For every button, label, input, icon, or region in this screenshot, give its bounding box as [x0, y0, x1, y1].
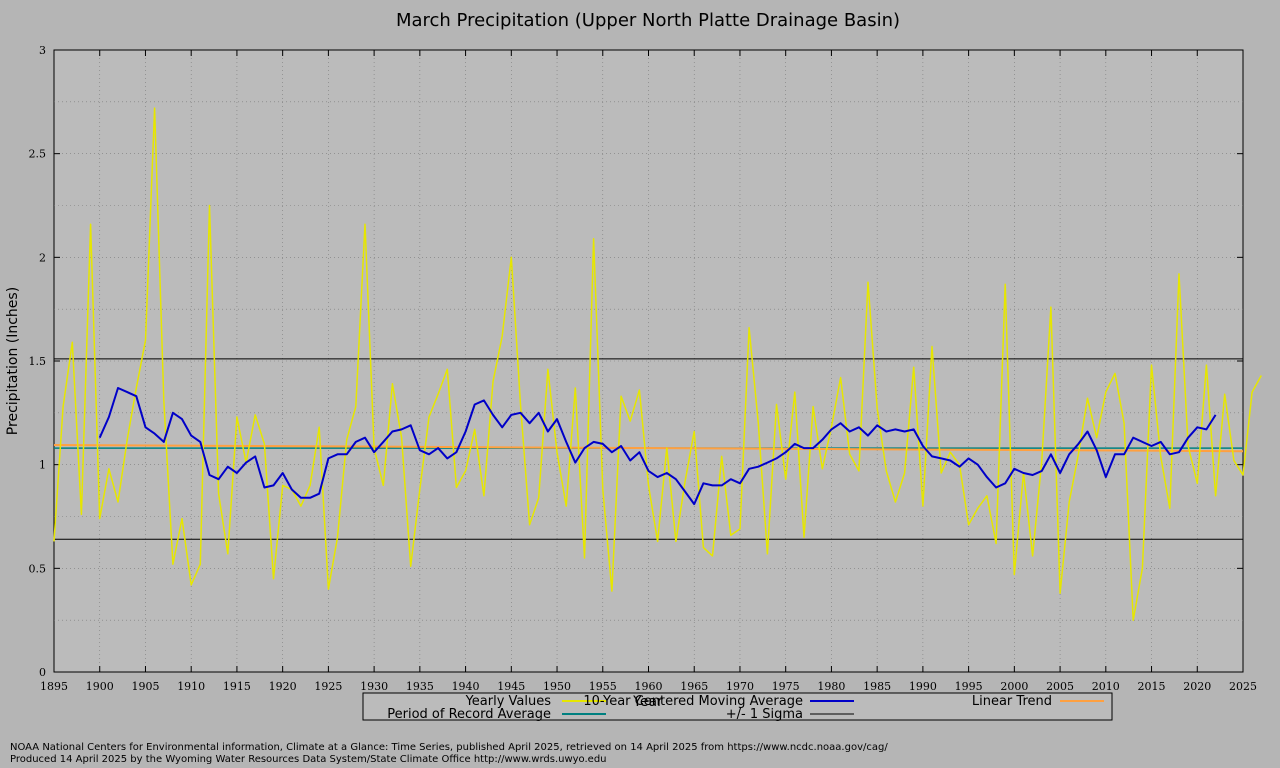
legend-label-yearly-values: Yearly Values	[465, 694, 552, 709]
legend-label-period-average: Period of Record Average	[387, 707, 551, 722]
x-tick-label: 1910	[177, 680, 205, 693]
x-tick-label: 2025	[1229, 680, 1257, 693]
x-tick-label: 1980	[817, 680, 845, 693]
x-tick-label: 1995	[955, 680, 983, 693]
y-tick-label: 2	[39, 251, 46, 264]
x-tick-label: 1950	[543, 680, 571, 693]
x-tick-label: 1975	[772, 680, 800, 693]
x-tick-label: 1900	[86, 680, 114, 693]
y-tick-label: 0	[39, 666, 46, 679]
yearly-values-line	[53, 107, 1262, 621]
x-tick-label: 1945	[497, 680, 525, 693]
x-tick-label: 1965	[680, 680, 708, 693]
y-tick-label: 0.5	[29, 562, 47, 575]
x-tick-label: 1895	[40, 680, 68, 693]
x-tick-label: 2015	[1138, 680, 1166, 693]
x-axis-ticks: 1895 1900 1905 1910 1915 1920 1925 1930 1935 1940…	[40, 50, 1257, 693]
x-tick-label: 1915	[223, 680, 251, 693]
x-tick-label: 1955	[589, 680, 617, 693]
data-series	[53, 107, 1262, 621]
legend: Yearly Values 10-Year Centered Moving Av…	[362, 692, 1113, 722]
y-tick-label: 1	[39, 459, 46, 472]
legend-label-sigma: +/- 1 Sigma	[726, 707, 803, 722]
linear-trend-line	[53, 443, 1244, 453]
y-tick-label: 3	[39, 44, 46, 57]
x-tick-label: 1920	[269, 680, 297, 693]
footer-produced-note: Produced 14 April 2025 by the Wyoming Wa…	[10, 754, 607, 765]
plot-area	[53, 49, 1244, 673]
x-tick-label: 1925	[314, 680, 342, 693]
x-tick-label: 1905	[131, 680, 159, 693]
x-axis-label: Year	[632, 694, 663, 710]
x-tick-label: 2010	[1092, 680, 1120, 693]
x-tick-label: 1985	[863, 680, 891, 693]
x-tick-label: 1970	[726, 680, 754, 693]
legend-box	[362, 692, 1113, 721]
x-tick-label: 2000	[1000, 680, 1028, 693]
x-tick-label: 1930	[360, 680, 388, 693]
x-tick-label: 2005	[1046, 680, 1074, 693]
y-tick-label: 2.5	[29, 148, 47, 161]
moving-average-line	[98, 387, 1217, 506]
x-tick-label: 1940	[452, 680, 480, 693]
footer-source-note: NOAA National Centers for Environmental …	[10, 742, 888, 753]
x-tick-label: 1935	[406, 680, 434, 693]
legend-label-linear-trend: Linear Trend	[972, 694, 1052, 709]
reference-lines	[53, 358, 1244, 540]
chart-title: March Precipitation (Upper North Platte …	[396, 10, 900, 31]
x-tick-label: 2020	[1183, 680, 1211, 693]
x-tick-label: 1960	[635, 680, 663, 693]
y-tick-label: 1.5	[29, 355, 47, 368]
y-axis-label: Precipitation (Inches)	[5, 287, 21, 435]
legend-label-moving-average: 10-Year Centered Moving Average	[583, 694, 803, 709]
x-tick-label: 1990	[909, 680, 937, 693]
